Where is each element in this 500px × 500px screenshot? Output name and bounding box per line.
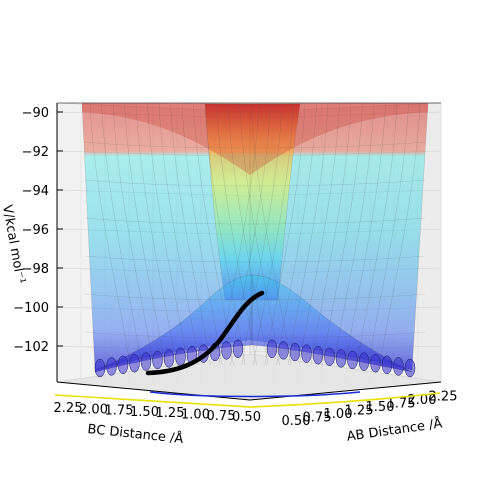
mesh-line: [112, 103, 154, 366]
ab-axis-label: AB Distance /Å: [346, 415, 444, 444]
edge-lobe: [301, 344, 312, 363]
z-tick-label: −92: [22, 145, 49, 160]
mesh-line: [135, 103, 177, 366]
mesh-line: [345, 103, 386, 366]
mesh-line: [356, 103, 398, 366]
mesh-line: [147, 103, 188, 366]
mesh-line: [287, 103, 329, 366]
mesh-line: [101, 103, 142, 366]
mesh-line: [264, 103, 306, 366]
front-left-edge: [56, 381, 251, 401]
edge-lobe: [358, 352, 370, 371]
edge-lobe: [381, 355, 393, 375]
mesh-line: [89, 103, 131, 366]
edge-lobe: [106, 357, 117, 376]
trajectory-line: [145, 290, 265, 376]
z-tick-label: −100: [13, 301, 49, 316]
bc-tick-label: 1.75: [105, 404, 134, 419]
mesh-line: [216, 103, 257, 366]
mesh-line: [230, 103, 271, 366]
ab-tick-label: 2.00: [408, 393, 437, 408]
bc-tick-label: 2.25: [54, 401, 83, 416]
edge-lobe: [129, 353, 140, 373]
surface-top-band: [82, 103, 428, 175]
mesh-line: [84, 331, 426, 339]
mesh-line: [322, 103, 363, 366]
mesh-line: [227, 103, 269, 366]
mesh-line: [84, 141, 426, 149]
edge-lobe: [163, 349, 175, 368]
mesh-line: [299, 103, 340, 366]
mesh-line: [158, 103, 200, 366]
bc-tick-label: 0.50: [232, 410, 261, 425]
edge-lobe: [221, 341, 232, 360]
contour-yellow-right: [249, 392, 441, 408]
edge-lobe: [370, 353, 381, 373]
surface-mesh: [84, 103, 426, 366]
ab-tick-label: 0.50: [282, 414, 311, 429]
mesh-line: [276, 103, 317, 366]
mesh-line: [379, 103, 421, 366]
edge-lobe: [140, 352, 152, 371]
edge-lobe: [152, 350, 163, 370]
ab-tick-label: 1.50: [366, 400, 395, 415]
edge-lobe: [175, 347, 186, 367]
bc-tick-label: 0.75: [207, 409, 236, 424]
bc-tick-label: 1.50: [130, 405, 159, 420]
bc-tick-label: 1.25: [156, 406, 185, 421]
edge-lobe: [232, 339, 244, 359]
z-tick-label: −102: [13, 340, 49, 355]
ab-tick-label: 1.25: [345, 404, 374, 419]
ab-tick-label: 2.25: [429, 390, 458, 405]
mesh-line: [124, 103, 165, 366]
mesh-line: [181, 103, 223, 366]
edge-lobe: [266, 339, 278, 359]
z-tick-label: −94: [22, 184, 49, 199]
z-tick-label: −96: [22, 223, 49, 238]
edge-lobe: [289, 342, 301, 362]
mesh-line: [241, 103, 283, 366]
z-tick-label: −90: [22, 106, 49, 121]
contour-blue: [149, 391, 361, 398]
floor-contours: [54, 391, 441, 408]
surface-edge-lobes: [94, 339, 416, 378]
ab-tick-label: 1.75: [387, 397, 416, 412]
mesh-line: [84, 217, 426, 225]
mesh-line: [333, 103, 375, 366]
mesh-line: [250, 103, 292, 366]
trajectory-path: [145, 290, 265, 376]
bc-axis-label: BC Distance /Å: [87, 421, 184, 447]
z-tick-label: −98: [22, 262, 49, 277]
edge-lobe: [404, 358, 416, 378]
bc-ticks: 2.252.001.751.501.251.000.750.50: [54, 401, 261, 425]
mesh-line: [253, 103, 294, 366]
edge-lobe: [393, 357, 404, 376]
contour-yellow-left: [54, 394, 251, 408]
edge-lobe: [117, 355, 129, 375]
bc-tick-label: 1.00: [181, 408, 210, 423]
z-axis-label: V/kcal mol⁻¹: [0, 204, 28, 285]
mesh-line: [170, 103, 211, 366]
mesh-line: [310, 103, 352, 366]
edge-lobe: [347, 350, 358, 370]
mesh-line: [368, 103, 409, 366]
bc-tick-label: 2.00: [79, 402, 108, 417]
ab-tick-label: 1.00: [324, 407, 353, 422]
edge-lobe: [324, 347, 335, 367]
front-right-edge: [249, 381, 442, 401]
mesh-line: [84, 179, 426, 187]
ab-ticks: 0.500.751.001.251.501.752.002.25: [282, 390, 458, 430]
edge-lobe: [312, 345, 324, 365]
mesh-line: [204, 103, 246, 366]
z-ticks: −90 −92 −94 −96 −98 −100 −102: [13, 106, 63, 355]
mesh-line: [193, 103, 234, 366]
edge-lobe: [94, 358, 106, 378]
edge-lobe: [278, 341, 289, 360]
surface: [81, 102, 429, 378]
edge-lobe: [335, 349, 347, 368]
mesh-line: [84, 255, 426, 263]
mesh-line: [239, 103, 280, 366]
ab-tick-label: 0.75: [303, 411, 332, 426]
